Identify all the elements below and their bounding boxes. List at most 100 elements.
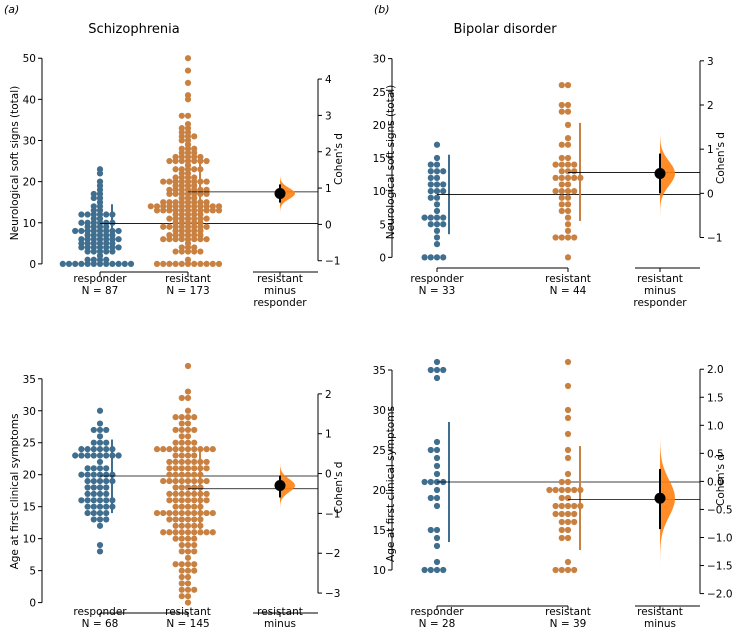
data-point-resistant <box>166 231 173 239</box>
data-point-resistant <box>203 223 210 230</box>
data-point-resistant <box>166 223 173 230</box>
data-point-responder <box>78 471 85 478</box>
data-point-responder <box>433 161 441 168</box>
data-point-resistant <box>571 174 578 181</box>
data-point-responder <box>433 366 441 374</box>
x-tick-label-line: N = 87 <box>82 285 119 297</box>
data-point-resistant <box>564 154 572 162</box>
data-point-responder <box>90 516 97 523</box>
data-point-resistant <box>203 529 210 536</box>
effect-size-point <box>654 492 666 504</box>
data-point-responder <box>427 254 434 261</box>
data-point-resistant <box>558 188 565 195</box>
y-tick-label: 15 <box>23 502 36 514</box>
data-point-resistant <box>191 426 198 434</box>
data-point-resistant <box>564 101 572 109</box>
data-point-resistant <box>172 166 179 173</box>
data-point-responder <box>433 502 441 510</box>
data-point-responder <box>433 494 441 502</box>
data-point-resistant <box>564 174 572 181</box>
data-point-resistant <box>160 509 167 517</box>
x-tick-label-line: resistant <box>545 273 591 285</box>
data-point-resistant <box>197 248 204 255</box>
data-point-resistant <box>153 446 161 453</box>
data-point-responder <box>427 174 434 181</box>
data-point-resistant <box>203 236 210 243</box>
data-point-responder <box>96 503 104 510</box>
data-point-resistant <box>178 490 185 497</box>
data-point-responder <box>115 227 122 235</box>
data-point-responder <box>59 260 66 267</box>
data-point-resistant <box>166 446 173 453</box>
y-axis-label: Age at first clinical symptoms <box>385 406 397 562</box>
y-tick-label: 15 <box>373 153 386 165</box>
data-point-responder <box>78 446 85 453</box>
data-point-responder <box>96 509 104 517</box>
chart-title: Bipolar disorder <box>453 22 557 37</box>
data-point-responder <box>433 374 441 382</box>
x-tick-label-line: responder <box>410 273 464 285</box>
data-point-resistant <box>564 502 572 510</box>
right-tick-label: 0.5 <box>707 448 724 460</box>
data-point-resistant <box>191 529 198 536</box>
data-point-resistant <box>172 439 179 446</box>
data-point-resistant <box>172 153 179 161</box>
data-point-resistant <box>191 452 198 459</box>
x-tick-label: responder N = 33 <box>410 273 464 297</box>
data-point-resistant <box>571 168 578 175</box>
data-point-resistant <box>552 502 559 510</box>
data-point-responder <box>103 446 110 453</box>
data-point-responder <box>427 194 434 201</box>
data-point-resistant <box>558 486 565 494</box>
data-point-responder <box>115 452 122 459</box>
data-point-resistant <box>184 593 192 600</box>
right-axis-label: Cohen's d <box>715 132 727 184</box>
data-point-resistant <box>558 194 565 201</box>
data-point-resistant <box>564 254 572 261</box>
data-point-responder <box>96 522 104 529</box>
y-tick-label: 10 <box>23 218 36 230</box>
data-point-responder <box>440 566 447 574</box>
data-point-resistant <box>178 394 185 402</box>
data-point-resistant <box>178 567 185 574</box>
data-point-resistant <box>184 465 192 472</box>
data-point-responder <box>78 227 85 235</box>
data-point-responder <box>90 503 97 510</box>
data-point-resistant <box>172 509 179 517</box>
data-point-responder <box>96 465 104 472</box>
data-point-resistant <box>558 154 565 162</box>
data-point-resistant <box>203 178 210 185</box>
data-point-resistant <box>178 112 185 119</box>
data-point-responder <box>103 497 110 504</box>
effect-size-distribution <box>280 174 295 213</box>
data-point-responder <box>84 478 91 485</box>
data-point-resistant <box>172 484 179 491</box>
data-point-resistant <box>564 566 572 574</box>
data-point-resistant <box>191 145 198 152</box>
data-point-responder <box>103 256 110 263</box>
data-point-resistant <box>166 529 173 536</box>
data-point-responder <box>427 566 434 574</box>
right-tick-label: −3 <box>325 588 340 600</box>
data-point-resistant <box>558 181 565 188</box>
data-point-responder <box>78 236 85 243</box>
effect-size-point <box>274 480 286 492</box>
data-point-resistant <box>184 452 192 459</box>
data-point-resistant <box>564 141 572 148</box>
data-point-resistant <box>184 256 192 263</box>
data-point-resistant <box>184 388 192 395</box>
data-point-resistant <box>178 509 185 517</box>
x-tick-label-line: N = 68 <box>82 618 119 628</box>
data-point-resistant <box>558 141 565 148</box>
data-point-resistant <box>564 454 572 462</box>
right-tick-label: −2 <box>325 548 340 560</box>
y-tick-label: 25 <box>373 87 386 99</box>
data-point-resistant <box>564 82 572 89</box>
data-point-responder <box>78 452 85 459</box>
data-point-resistant <box>571 234 578 241</box>
data-point-responder <box>96 548 104 555</box>
data-point-resistant <box>178 580 185 587</box>
data-point-responder <box>433 358 441 366</box>
data-point-resistant <box>184 586 192 593</box>
